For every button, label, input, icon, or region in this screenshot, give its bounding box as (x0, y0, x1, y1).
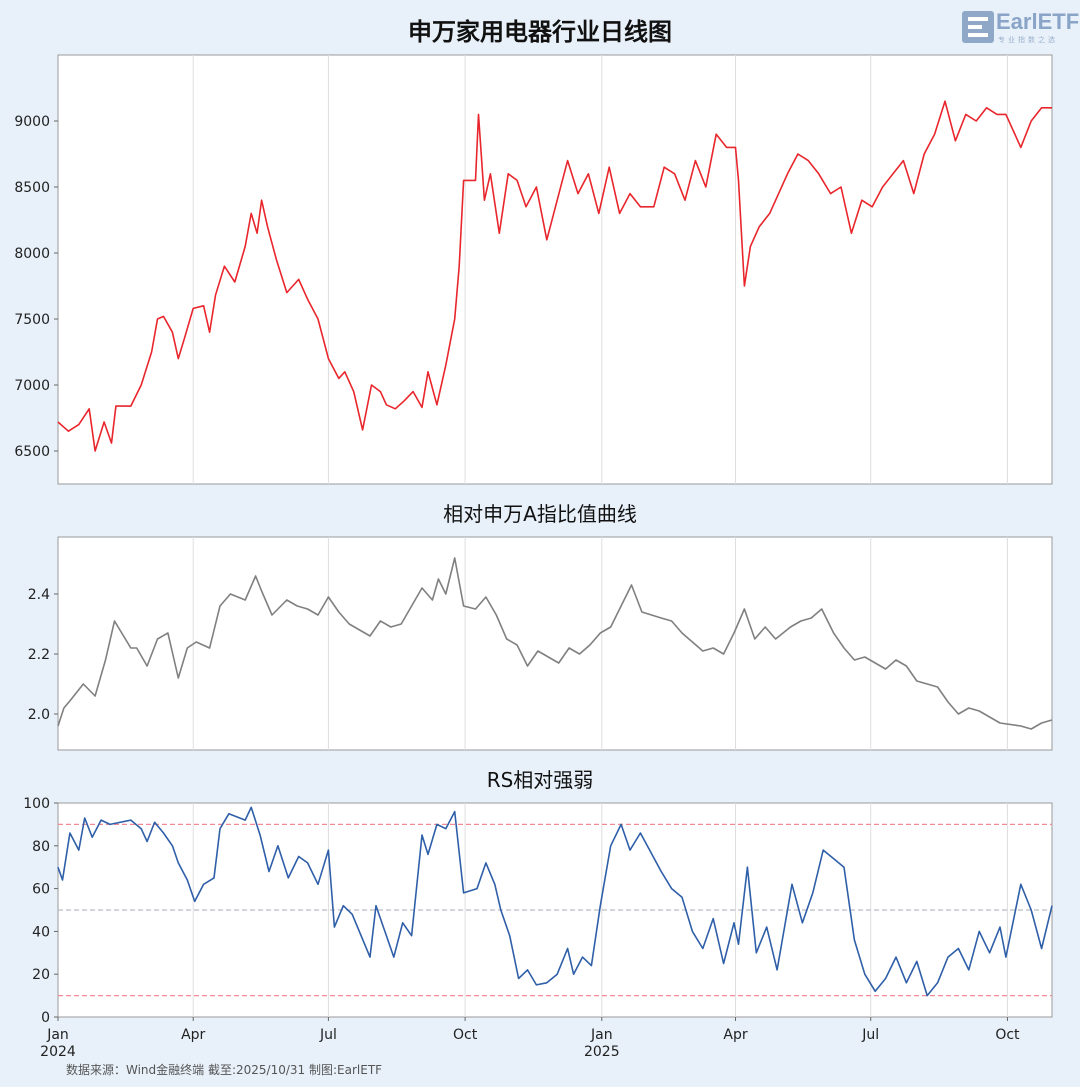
y-tick-label: 6500 (14, 444, 50, 460)
price-line (57, 100, 1052, 452)
data-source-note: 数据来源：Wind金融终端 截至:2025/10/31 制图:EarlETF (66, 1063, 383, 1077)
y-tick-label: 60 (32, 882, 50, 898)
y-tick-label: 100 (23, 796, 50, 812)
x-tick-label: Jul (861, 1027, 879, 1043)
logo-tagline: 专业指数之选 (998, 36, 1058, 44)
logo-mark-icon (962, 11, 994, 43)
x-tick-year-label: 2025 (584, 1044, 620, 1060)
ratio-chart-title: 相对申万A指比值曲线 (443, 502, 637, 526)
y-tick-label: 20 (32, 967, 50, 983)
rs-line (57, 806, 1053, 997)
y-tick-label: 2.0 (28, 707, 50, 723)
y-tick-label: 9000 (14, 114, 50, 130)
y-tick-label: 7500 (14, 312, 50, 328)
brand-logo: EarlETF 专业指数之选 (962, 9, 1079, 45)
y-tick-label: 0 (41, 1010, 50, 1026)
x-tick-label: Oct (453, 1027, 478, 1043)
y-tick-label: 2.2 (28, 647, 50, 663)
y-tick-label: 8000 (14, 246, 50, 262)
main-chart-title: 申万家用电器行业日线图 (408, 18, 672, 46)
y-tick-label: 80 (32, 839, 50, 855)
y-tick-label: 40 (32, 924, 50, 940)
y-tick-label: 7000 (14, 378, 50, 394)
x-tick-label: Jan (46, 1027, 69, 1043)
rs-chart-title: RS相对强弱 (486, 768, 594, 792)
y-tick-label: 8500 (14, 180, 50, 196)
x-tick-label: Apr (723, 1027, 747, 1043)
x-tick-year-label: 2024 (40, 1044, 76, 1060)
ratio-line (57, 557, 1053, 730)
plot-area-1 (57, 54, 1053, 485)
logo-text: EarlETF (996, 9, 1080, 34)
y-tick-label: 2.4 (28, 587, 50, 603)
plot-area-2 (57, 536, 1053, 751)
x-tick-label: Jul (319, 1027, 337, 1043)
x-tick-label: Apr (181, 1027, 205, 1043)
x-tick-label: Oct (995, 1027, 1020, 1043)
x-tick-label: Jan (590, 1027, 613, 1043)
